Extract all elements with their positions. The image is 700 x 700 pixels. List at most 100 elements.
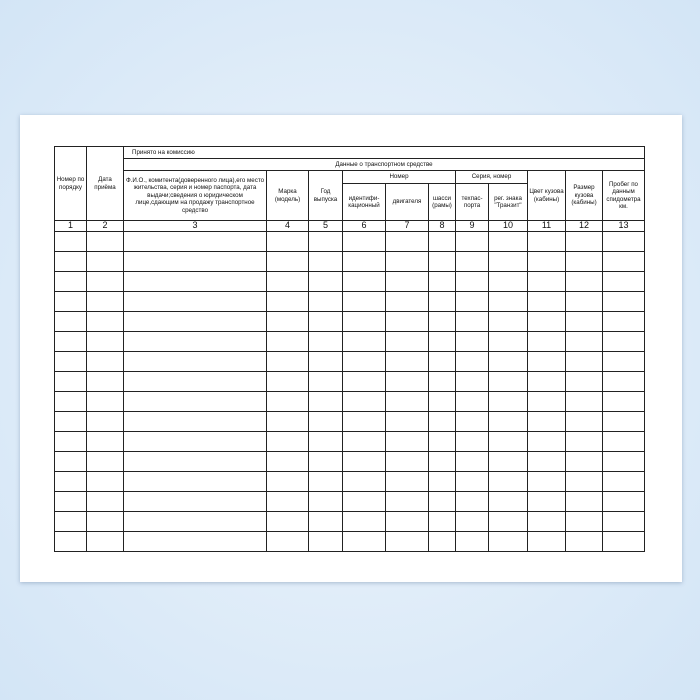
empty-cell[interactable] bbox=[565, 371, 603, 392]
empty-cell[interactable] bbox=[602, 471, 645, 492]
empty-cell[interactable] bbox=[385, 411, 429, 432]
empty-cell[interactable] bbox=[342, 531, 386, 552]
empty-cell[interactable] bbox=[86, 431, 124, 452]
empty-cell[interactable] bbox=[455, 311, 489, 332]
empty-cell[interactable] bbox=[54, 391, 87, 412]
empty-cell[interactable] bbox=[86, 491, 124, 512]
empty-cell[interactable] bbox=[86, 271, 124, 292]
empty-cell[interactable] bbox=[527, 411, 566, 432]
empty-cell[interactable] bbox=[527, 251, 566, 272]
empty-cell[interactable] bbox=[602, 371, 645, 392]
empty-cell[interactable] bbox=[308, 431, 343, 452]
empty-cell[interactable] bbox=[602, 311, 645, 332]
empty-cell[interactable] bbox=[527, 371, 566, 392]
empty-cell[interactable] bbox=[54, 531, 87, 552]
empty-cell[interactable] bbox=[602, 491, 645, 512]
empty-cell[interactable] bbox=[565, 331, 603, 352]
empty-cell[interactable] bbox=[428, 531, 456, 552]
empty-cell[interactable] bbox=[123, 311, 267, 332]
empty-cell[interactable] bbox=[455, 531, 489, 552]
empty-cell[interactable] bbox=[342, 511, 386, 532]
empty-cell[interactable] bbox=[565, 491, 603, 512]
empty-cell[interactable] bbox=[342, 311, 386, 332]
empty-cell[interactable] bbox=[86, 391, 124, 412]
empty-cell[interactable] bbox=[455, 251, 489, 272]
empty-cell[interactable] bbox=[86, 371, 124, 392]
empty-cell[interactable] bbox=[308, 351, 343, 372]
empty-cell[interactable] bbox=[308, 531, 343, 552]
empty-cell[interactable] bbox=[54, 231, 87, 252]
empty-cell[interactable] bbox=[54, 371, 87, 392]
empty-cell[interactable] bbox=[428, 471, 456, 492]
empty-cell[interactable] bbox=[527, 351, 566, 372]
empty-cell[interactable] bbox=[54, 271, 87, 292]
empty-cell[interactable] bbox=[455, 511, 489, 532]
empty-cell[interactable] bbox=[266, 251, 309, 272]
empty-cell[interactable] bbox=[428, 451, 456, 472]
empty-cell[interactable] bbox=[455, 351, 489, 372]
empty-cell[interactable] bbox=[308, 411, 343, 432]
empty-cell[interactable] bbox=[565, 411, 603, 432]
empty-cell[interactable] bbox=[123, 411, 267, 432]
empty-cell[interactable] bbox=[428, 371, 456, 392]
empty-cell[interactable] bbox=[54, 351, 87, 372]
empty-cell[interactable] bbox=[54, 411, 87, 432]
empty-cell[interactable] bbox=[342, 251, 386, 272]
empty-cell[interactable] bbox=[308, 371, 343, 392]
empty-cell[interactable] bbox=[385, 431, 429, 452]
empty-cell[interactable] bbox=[602, 531, 645, 552]
empty-cell[interactable] bbox=[527, 271, 566, 292]
empty-cell[interactable] bbox=[308, 491, 343, 512]
empty-cell[interactable] bbox=[123, 231, 267, 252]
empty-cell[interactable] bbox=[455, 471, 489, 492]
empty-cell[interactable] bbox=[602, 271, 645, 292]
empty-cell[interactable] bbox=[488, 391, 528, 412]
empty-cell[interactable] bbox=[385, 371, 429, 392]
empty-cell[interactable] bbox=[308, 291, 343, 312]
empty-cell[interactable] bbox=[488, 491, 528, 512]
empty-cell[interactable] bbox=[266, 451, 309, 472]
empty-cell[interactable] bbox=[123, 451, 267, 472]
empty-cell[interactable] bbox=[86, 231, 124, 252]
empty-cell[interactable] bbox=[602, 431, 645, 452]
empty-cell[interactable] bbox=[455, 331, 489, 352]
empty-cell[interactable] bbox=[385, 331, 429, 352]
empty-cell[interactable] bbox=[385, 311, 429, 332]
empty-cell[interactable] bbox=[455, 231, 489, 252]
empty-cell[interactable] bbox=[428, 391, 456, 412]
empty-cell[interactable] bbox=[123, 471, 267, 492]
empty-cell[interactable] bbox=[602, 411, 645, 432]
empty-cell[interactable] bbox=[428, 251, 456, 272]
empty-cell[interactable] bbox=[308, 471, 343, 492]
empty-cell[interactable] bbox=[488, 271, 528, 292]
empty-cell[interactable] bbox=[123, 431, 267, 452]
empty-cell[interactable] bbox=[565, 391, 603, 412]
empty-cell[interactable] bbox=[488, 451, 528, 472]
empty-cell[interactable] bbox=[266, 511, 309, 532]
empty-cell[interactable] bbox=[86, 251, 124, 272]
empty-cell[interactable] bbox=[123, 391, 267, 412]
empty-cell[interactable] bbox=[266, 411, 309, 432]
empty-cell[interactable] bbox=[385, 351, 429, 372]
empty-cell[interactable] bbox=[86, 291, 124, 312]
empty-cell[interactable] bbox=[428, 511, 456, 532]
empty-cell[interactable] bbox=[488, 431, 528, 452]
empty-cell[interactable] bbox=[428, 351, 456, 372]
empty-cell[interactable] bbox=[123, 511, 267, 532]
empty-cell[interactable] bbox=[342, 451, 386, 472]
empty-cell[interactable] bbox=[488, 531, 528, 552]
empty-cell[interactable] bbox=[308, 451, 343, 472]
empty-cell[interactable] bbox=[428, 291, 456, 312]
empty-cell[interactable] bbox=[342, 351, 386, 372]
empty-cell[interactable] bbox=[342, 391, 386, 412]
empty-cell[interactable] bbox=[602, 251, 645, 272]
empty-cell[interactable] bbox=[527, 451, 566, 472]
empty-cell[interactable] bbox=[86, 311, 124, 332]
empty-cell[interactable] bbox=[602, 351, 645, 372]
empty-cell[interactable] bbox=[342, 291, 386, 312]
empty-cell[interactable] bbox=[455, 391, 489, 412]
empty-cell[interactable] bbox=[342, 471, 386, 492]
empty-cell[interactable] bbox=[342, 411, 386, 432]
empty-cell[interactable] bbox=[527, 491, 566, 512]
empty-cell[interactable] bbox=[488, 511, 528, 532]
